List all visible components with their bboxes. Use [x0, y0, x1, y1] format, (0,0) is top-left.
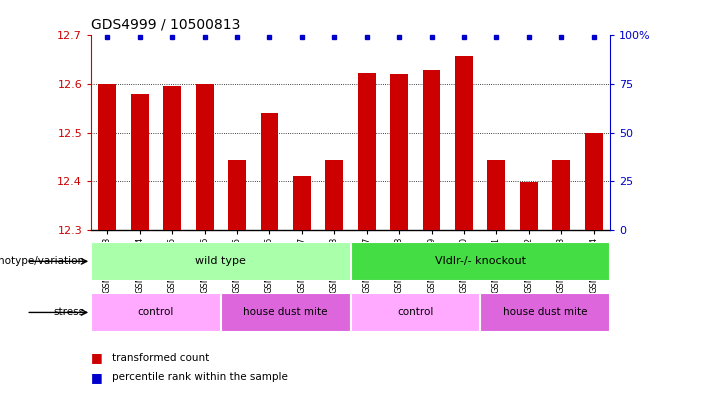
Bar	[91, 242, 350, 281]
Text: house dust mite: house dust mite	[243, 307, 328, 318]
Bar	[358, 73, 376, 230]
Bar	[325, 160, 343, 230]
Bar	[228, 160, 246, 230]
Bar	[261, 113, 278, 230]
Bar	[91, 293, 221, 332]
Text: Vldlr-/- knockout: Vldlr-/- knockout	[435, 256, 526, 266]
Bar	[131, 94, 149, 230]
Text: ■: ■	[91, 371, 103, 384]
Bar	[163, 86, 181, 230]
Bar	[350, 293, 480, 332]
Bar	[423, 70, 440, 230]
Bar	[390, 74, 408, 230]
Bar	[585, 132, 603, 230]
Text: percentile rank within the sample: percentile rank within the sample	[112, 372, 288, 382]
Bar	[487, 160, 505, 230]
Text: wild type: wild type	[196, 256, 246, 266]
Text: stress: stress	[53, 307, 84, 318]
Text: genotype/variation: genotype/variation	[0, 256, 84, 266]
Text: control: control	[397, 307, 433, 318]
Text: ■: ■	[91, 351, 103, 364]
Bar	[350, 242, 610, 281]
Bar	[552, 160, 570, 230]
Bar	[480, 293, 610, 332]
Bar	[520, 182, 538, 230]
Bar	[98, 84, 116, 230]
Bar	[455, 56, 473, 230]
Text: transformed count: transformed count	[112, 353, 210, 363]
Bar	[196, 84, 214, 230]
Text: control: control	[138, 307, 174, 318]
Text: GDS4999 / 10500813: GDS4999 / 10500813	[91, 17, 240, 31]
Bar	[293, 176, 311, 230]
Text: house dust mite: house dust mite	[503, 307, 587, 318]
Bar	[221, 293, 350, 332]
